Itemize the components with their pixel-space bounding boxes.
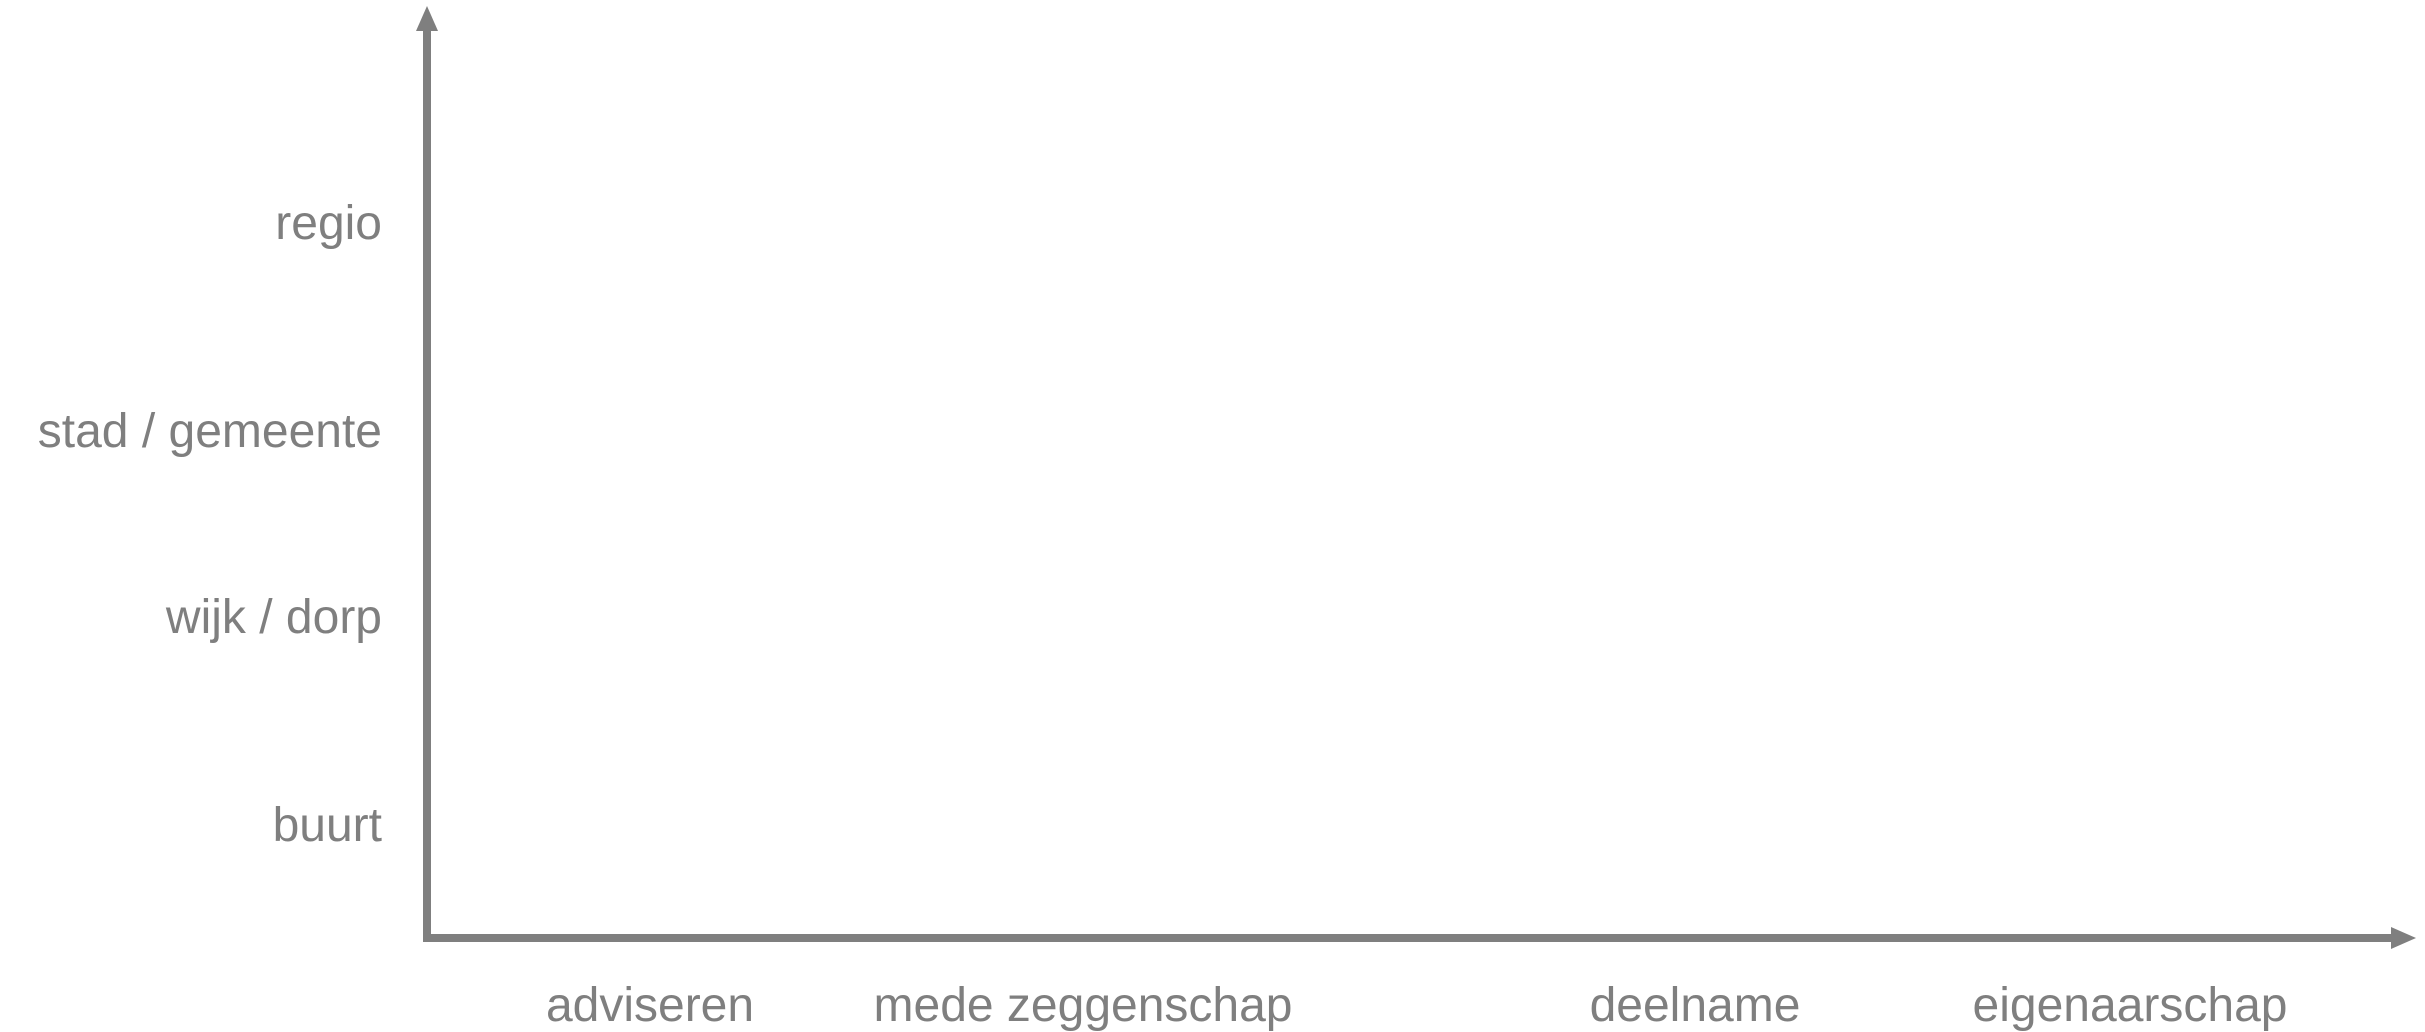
y-label-regio: regio: [275, 197, 382, 250]
y-label-stad-gemeente: stad / gemeente: [37, 405, 382, 458]
x-label-mede-zeggenschap: mede zeggenschap: [873, 979, 1293, 1032]
x-axis-arrowhead: [2391, 927, 2416, 949]
y-axis-arrowhead: [416, 6, 438, 31]
x-label-eigenaarschap: eigenaarschap: [1972, 979, 2288, 1032]
y-label-wijk-dorp: wijk / dorp: [165, 591, 382, 644]
x-label-adviseren: adviseren: [545, 979, 755, 1032]
y-label-buurt: buurt: [272, 799, 382, 852]
x-label-deelname: deelname: [1589, 979, 1801, 1032]
